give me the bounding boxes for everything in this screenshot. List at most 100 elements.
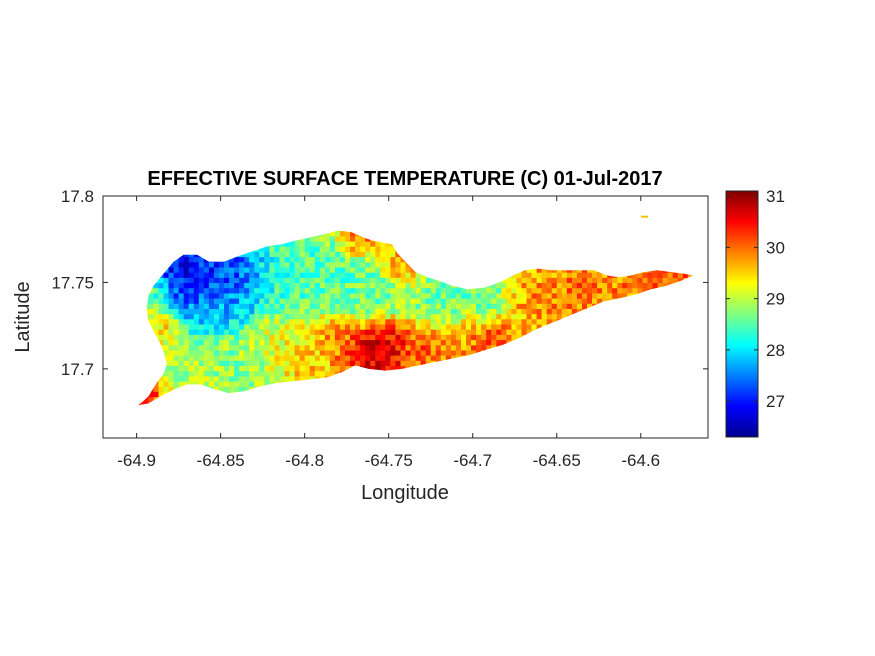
heatmap-cell bbox=[234, 292, 240, 299]
heatmap-cell bbox=[118, 340, 124, 346]
heatmap-cell bbox=[355, 277, 361, 283]
heatmap-cell bbox=[370, 308, 376, 315]
heatmap-cell bbox=[617, 381, 623, 387]
heatmap-cell bbox=[274, 407, 280, 413]
heatmap-cell bbox=[632, 256, 638, 263]
heatmap-cell bbox=[148, 323, 154, 330]
heatmap-cell bbox=[375, 220, 381, 226]
heatmap-cell bbox=[309, 355, 316, 361]
heatmap-cell bbox=[410, 396, 417, 403]
heatmap-cell bbox=[375, 360, 381, 366]
heatmap-cell bbox=[163, 256, 170, 263]
heatmap-cell bbox=[617, 308, 623, 315]
heatmap-cell bbox=[329, 246, 336, 252]
heatmap-cell bbox=[360, 240, 366, 247]
heatmap-cell bbox=[264, 334, 270, 341]
heatmap-cell bbox=[400, 282, 407, 289]
heatmap-cell bbox=[168, 375, 175, 382]
heatmap-cell bbox=[632, 205, 638, 211]
heatmap-cell bbox=[188, 334, 195, 341]
heatmap-cell bbox=[476, 355, 482, 361]
heatmap-cell bbox=[430, 323, 437, 330]
heatmap-cell bbox=[319, 323, 326, 330]
heatmap-cell bbox=[108, 277, 114, 283]
heatmap-cell bbox=[637, 375, 643, 382]
heatmap-cell bbox=[486, 277, 492, 283]
heatmap-cell bbox=[395, 349, 401, 356]
heatmap-cell bbox=[612, 412, 618, 418]
heatmap-cell bbox=[425, 272, 432, 278]
heatmap-cell bbox=[440, 349, 447, 356]
heatmap-cell bbox=[183, 349, 190, 356]
heatmap-cell bbox=[370, 230, 376, 237]
heatmap-cell bbox=[329, 360, 336, 366]
heatmap-cell bbox=[138, 323, 144, 330]
heatmap-cell bbox=[506, 256, 512, 263]
heatmap-cell bbox=[118, 386, 124, 392]
heatmap-cell bbox=[224, 407, 230, 413]
heatmap-cell bbox=[174, 422, 180, 428]
heatmap-cell bbox=[415, 318, 422, 325]
heatmap-cell bbox=[546, 349, 553, 356]
heatmap-cell bbox=[169, 412, 175, 418]
heatmap-cell bbox=[360, 355, 366, 361]
heatmap-cell bbox=[203, 370, 210, 377]
heatmap-cell bbox=[566, 334, 573, 341]
heatmap-cell bbox=[123, 282, 129, 288]
heatmap-cell bbox=[219, 391, 225, 398]
heatmap-cell bbox=[430, 230, 437, 232]
heatmap-cell bbox=[345, 375, 351, 382]
heatmap-cell bbox=[536, 370, 543, 377]
heatmap-cell bbox=[239, 355, 245, 361]
heatmap-cell bbox=[118, 422, 124, 428]
heatmap-cell bbox=[471, 215, 477, 221]
heatmap-cell bbox=[153, 386, 159, 392]
heatmap-cell bbox=[561, 360, 568, 366]
heatmap-cell bbox=[138, 334, 144, 341]
heatmap-cell bbox=[461, 391, 467, 398]
heatmap-cell bbox=[385, 365, 391, 372]
heatmap-cell bbox=[224, 334, 230, 341]
heatmap-cell bbox=[188, 344, 195, 351]
heatmap-cell bbox=[627, 339, 633, 346]
heatmap-cell bbox=[148, 215, 154, 221]
heatmap-cell bbox=[471, 272, 477, 278]
heatmap-cell bbox=[360, 344, 366, 351]
heatmap-cell bbox=[602, 303, 608, 309]
heatmap-cell bbox=[461, 313, 467, 320]
heatmap-cell bbox=[234, 313, 240, 320]
heatmap-cell bbox=[450, 298, 457, 304]
heatmap-cell bbox=[445, 251, 452, 258]
heatmap-cell bbox=[113, 350, 119, 356]
heatmap-cell bbox=[405, 329, 412, 335]
heatmap-cell bbox=[440, 391, 447, 398]
heatmap-cell bbox=[430, 375, 437, 382]
heatmap-cell bbox=[576, 396, 583, 403]
heatmap-cell bbox=[551, 339, 558, 346]
heatmap-cell bbox=[491, 334, 497, 341]
heatmap-cell bbox=[198, 240, 205, 247]
heatmap-cell bbox=[113, 386, 119, 392]
heatmap-cell bbox=[572, 194, 578, 200]
heatmap-cell bbox=[198, 396, 205, 403]
heatmap-cell bbox=[244, 246, 250, 252]
heatmap-cell bbox=[188, 323, 195, 330]
heatmap-cell bbox=[400, 370, 407, 377]
heatmap-cell bbox=[587, 407, 593, 413]
heatmap-cell bbox=[365, 308, 371, 315]
heatmap-cell bbox=[450, 282, 457, 289]
heatmap-cell bbox=[183, 298, 190, 304]
heatmap-cell bbox=[471, 370, 477, 377]
heatmap-cell bbox=[637, 381, 643, 387]
heatmap-cell bbox=[330, 210, 336, 216]
heatmap-cell bbox=[496, 292, 502, 299]
heatmap-cell bbox=[239, 417, 245, 423]
heatmap-cell bbox=[370, 210, 376, 216]
heatmap-cell bbox=[365, 422, 371, 428]
heatmap-cell bbox=[445, 303, 452, 309]
heatmap-cell bbox=[461, 422, 467, 428]
heatmap-cell bbox=[571, 334, 578, 341]
heatmap-cell bbox=[365, 298, 371, 304]
heatmap-cell bbox=[194, 205, 200, 211]
heatmap-cell bbox=[309, 256, 316, 263]
